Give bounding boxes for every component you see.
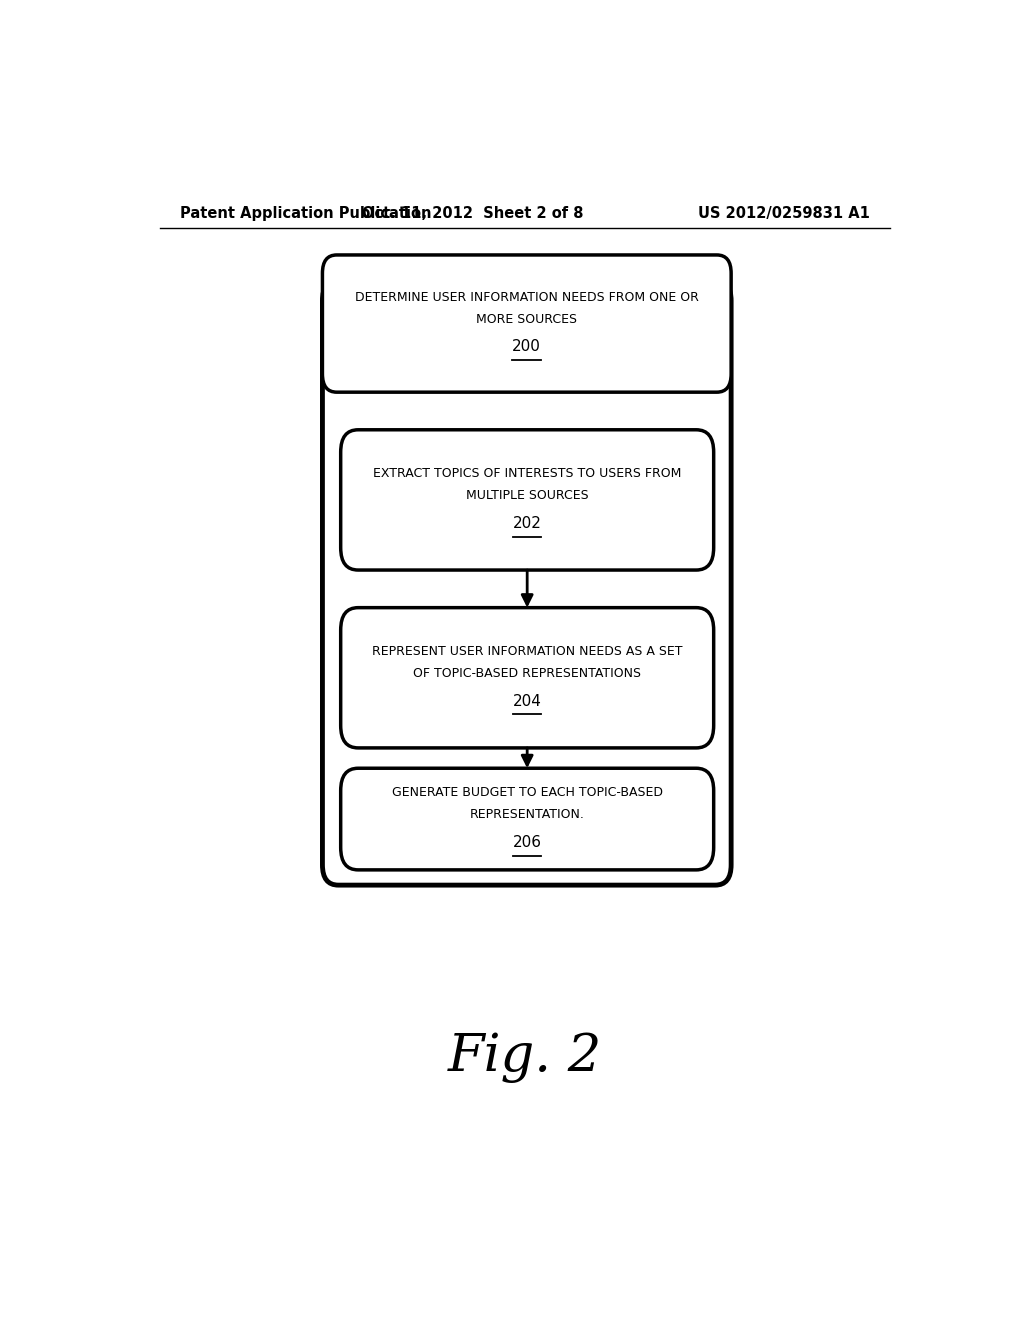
Text: MORE SOURCES: MORE SOURCES	[476, 313, 578, 326]
Text: 206: 206	[513, 836, 542, 850]
Text: 204: 204	[513, 693, 542, 709]
Text: DETERMINE USER INFORMATION NEEDS FROM ONE OR: DETERMINE USER INFORMATION NEEDS FROM ON…	[355, 290, 698, 304]
Text: EXTRACT TOPICS OF INTERESTS TO USERS FROM: EXTRACT TOPICS OF INTERESTS TO USERS FRO…	[373, 467, 681, 480]
Text: Fig. 2: Fig. 2	[447, 1032, 602, 1084]
Text: US 2012/0259831 A1: US 2012/0259831 A1	[698, 206, 870, 222]
Text: REPRESENT USER INFORMATION NEEDS AS A SET: REPRESENT USER INFORMATION NEEDS AS A SE…	[372, 645, 682, 657]
Text: Patent Application Publication: Patent Application Publication	[179, 206, 431, 222]
FancyBboxPatch shape	[323, 255, 731, 392]
Text: MULTIPLE SOURCES: MULTIPLE SOURCES	[466, 490, 589, 503]
FancyBboxPatch shape	[341, 430, 714, 570]
Text: 200: 200	[512, 339, 542, 355]
Text: 202: 202	[513, 516, 542, 531]
Text: Oct. 11, 2012  Sheet 2 of 8: Oct. 11, 2012 Sheet 2 of 8	[362, 206, 584, 222]
Text: REPRESENTATION.: REPRESENTATION.	[470, 808, 585, 821]
Text: GENERATE BUDGET TO EACH TOPIC-BASED: GENERATE BUDGET TO EACH TOPIC-BASED	[392, 787, 663, 799]
Text: OF TOPIC-BASED REPRESENTATIONS: OF TOPIC-BASED REPRESENTATIONS	[413, 667, 641, 680]
FancyBboxPatch shape	[341, 768, 714, 870]
FancyBboxPatch shape	[323, 280, 731, 886]
FancyBboxPatch shape	[341, 607, 714, 748]
